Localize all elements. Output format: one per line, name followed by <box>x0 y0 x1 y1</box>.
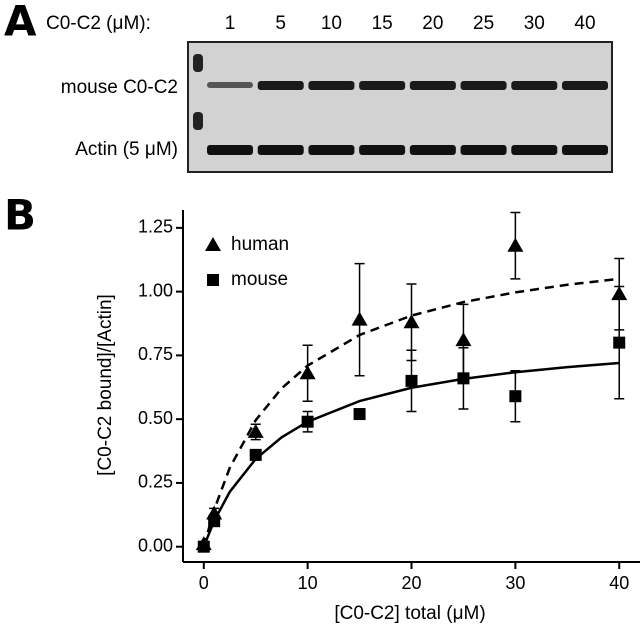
lane-label: 10 <box>321 13 342 34</box>
square-marker <box>249 448 262 461</box>
legend-label: human <box>231 234 289 255</box>
gel-band <box>460 81 507 90</box>
gel-band <box>409 81 456 90</box>
gel-band <box>308 145 355 155</box>
gel-band <box>308 81 355 90</box>
panel-label: B <box>4 191 36 240</box>
y-tick-label: 0.25 <box>138 472 173 492</box>
square-marker <box>353 408 366 421</box>
lane-label: 15 <box>372 13 393 34</box>
y-tick-label: 1.00 <box>138 280 173 300</box>
gel-band <box>257 81 304 90</box>
gel-band <box>460 145 507 155</box>
triangle-marker <box>507 237 524 252</box>
triangle-marker <box>455 332 472 347</box>
fit-curve <box>202 361 620 548</box>
gel-band <box>511 145 558 155</box>
fit-curve <box>202 277 620 548</box>
x-axis-label: [C0-C2] total (μM) <box>334 603 485 624</box>
gel-band <box>207 145 253 155</box>
triangle-marker <box>403 314 420 329</box>
square-marker <box>613 336 626 349</box>
gel-band <box>359 145 406 155</box>
ladder <box>193 112 203 130</box>
gel-band <box>511 81 558 90</box>
row-label: mouse C0-C2 <box>61 77 178 98</box>
y-axis-label: [C0-C2 bound]/[Actin] <box>95 294 116 476</box>
x-tick-label: 10 <box>298 573 318 593</box>
square-marker <box>509 390 522 403</box>
triangle-marker <box>205 237 221 251</box>
x-tick-label: 0 <box>199 573 209 593</box>
panel-label: A <box>4 0 37 46</box>
lane-label: 25 <box>473 13 494 34</box>
gel-band <box>562 81 608 90</box>
triangle-marker <box>247 423 264 438</box>
row-label: Actin (5 μM) <box>75 139 178 160</box>
lane-label: 20 <box>422 13 443 34</box>
y-tick-label: 0.75 <box>138 344 173 364</box>
x-tick-label: 40 <box>609 573 629 593</box>
square-marker <box>405 374 418 387</box>
triangle-marker <box>299 365 316 380</box>
gel-band <box>562 145 608 155</box>
gel-band <box>207 82 253 88</box>
lane-label: 5 <box>275 13 286 34</box>
ladder <box>193 54 203 72</box>
y-tick-label: 0.00 <box>138 535 173 555</box>
square-marker <box>208 515 221 528</box>
lane-label: 40 <box>574 13 595 34</box>
gel-band <box>409 145 456 155</box>
square-marker <box>207 274 219 286</box>
square-marker <box>197 540 210 553</box>
triangle-marker <box>351 311 368 326</box>
gel-band <box>359 81 406 90</box>
y-tick-label: 0.50 <box>138 408 173 428</box>
x-tick-label: 30 <box>505 573 525 593</box>
x-tick-label: 20 <box>401 573 421 593</box>
lane-label: 1 <box>225 13 236 34</box>
concentration-label: C0-C2 (μM): <box>46 13 151 34</box>
legend-label: mouse <box>231 269 288 290</box>
square-marker <box>457 372 470 385</box>
square-marker <box>301 415 314 428</box>
lane-label: 30 <box>524 13 545 34</box>
gel-band <box>257 145 304 155</box>
y-tick-label: 1.25 <box>138 217 173 237</box>
